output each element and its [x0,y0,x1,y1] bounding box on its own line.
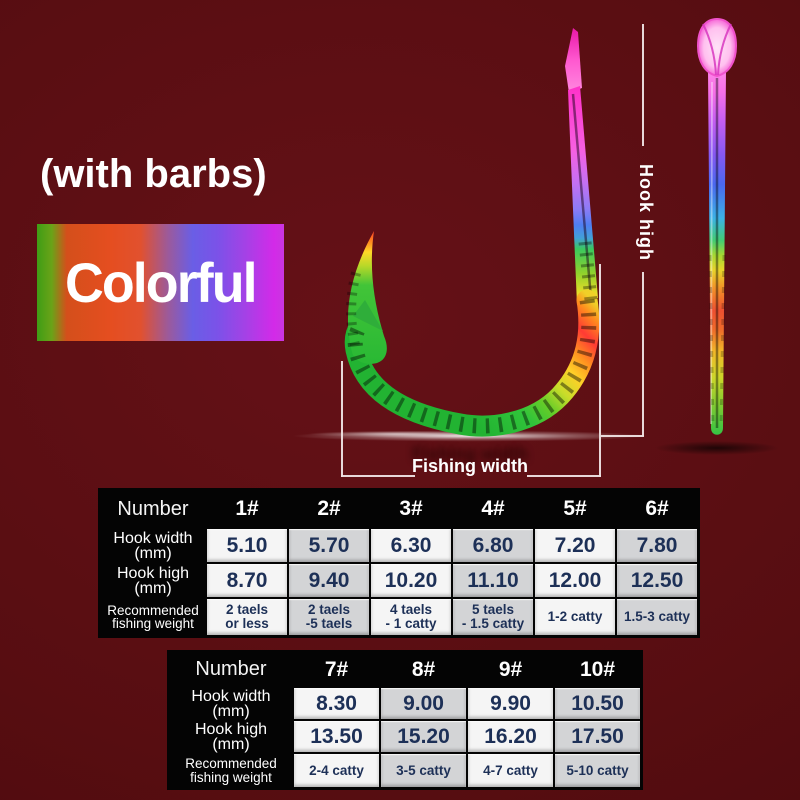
table1-value-cell: 7.80 [617,529,697,562]
hook-point [347,231,387,364]
hook-bend [344,289,600,437]
table1-col-header: 4# [453,491,533,527]
table2-col-header: 10# [555,653,640,686]
table1-value-cell: 8.70 [207,564,287,597]
table1-value-cell: 9.40 [289,564,369,597]
spec-table-2: Number 7# 8# 9# 10# Hook width (mm) 8.30… [167,650,643,790]
table2-row-label: Recommended fishing weight [170,754,292,787]
table2-col-header: 7# [294,653,379,686]
table1-row-label: Recommended fishing weight [101,599,205,635]
table1-value-cell: 5 taels - 1.5 catty [453,599,533,635]
hook-high-label: Hook high [636,163,656,261]
table2-row-label: Hook high (mm) [170,721,292,752]
front-shaft [708,70,726,435]
table1-value-cell: 10.20 [371,564,451,597]
table1-col-header: 1# [207,491,287,527]
table1-value-cell: 1.5-3 catty [617,599,697,635]
table2-value-cell: 13.50 [294,721,379,752]
table2-value-cell: 5-10 catty [555,754,640,787]
table2-col-header: 9# [468,653,553,686]
table1-value-cell: 6.80 [453,529,533,562]
table1-value-cell: 2 taels -5 taels [289,599,369,635]
table2-value-cell: 4-7 catty [468,754,553,787]
colorful-banner: Colorful [37,224,284,341]
hook-high-line-top [642,24,644,146]
table1-row-label: Hook width (mm) [101,529,205,562]
fishing-width-line-left [341,361,343,477]
table2-row-label: Hook width (mm) [170,688,292,719]
table2-corner-cell: Number [170,653,292,686]
table2-value-cell: 9.90 [468,688,553,719]
table1-col-header: 6# [617,491,697,527]
table1-value-cell: 11.10 [453,564,533,597]
table1-row-label: Hook high (mm) [101,564,205,597]
table2-value-cell: 16.20 [468,721,553,752]
hook-high-line-bottom [642,272,644,436]
hook-illustration [292,17,779,455]
table2-value-cell: 10.50 [555,688,640,719]
hook-barb [353,300,383,331]
table2-value-cell: 15.20 [381,721,466,752]
hook-side-view [344,28,600,437]
table2-value-cell: 17.50 [555,721,640,752]
table2-value-cell: 9.00 [381,688,466,719]
table2-value-cell: 3-5 catty [381,754,466,787]
table2-value-cell: 2-4 catty [294,754,379,787]
colorful-banner-text: Colorful [65,251,258,314]
hook-spade-side [565,28,582,93]
fishing-width-label: Fishing width [412,456,528,476]
table1-value-cell: 6.30 [371,529,451,562]
hook-high-line-foot [601,435,644,437]
fishing-width-line-bottom-left [341,475,415,477]
hook-front-view [696,17,738,435]
table1-value-cell: 4 taels - 1 catty [371,599,451,635]
front-shadow [655,441,779,455]
table1-col-header: 5# [535,491,615,527]
table2-value-cell: 8.30 [294,688,379,719]
spec-table-1: Number 1# 2# 3# 4# 5# 6# Hook width (mm)… [98,488,700,638]
table2-col-header: 8# [381,653,466,686]
table1-value-cell: 5.10 [207,529,287,562]
table1-value-cell: 2 taels or less [207,599,287,635]
table1-value-cell: 12.00 [535,564,615,597]
table1-value-cell: 12.50 [617,564,697,597]
table1-col-header: 2# [289,491,369,527]
table1-col-header: 3# [371,491,451,527]
table1-value-cell: 7.20 [535,529,615,562]
fishing-width-line-right [599,264,601,477]
table1-value-cell: 1-2 catty [535,599,615,635]
table1-value-cell: 5.70 [289,529,369,562]
table1-corner-cell: Number [101,491,205,527]
subtitle-with-barbs: (with barbs) [40,152,267,196]
fishing-width-line-bottom-right [527,475,601,477]
